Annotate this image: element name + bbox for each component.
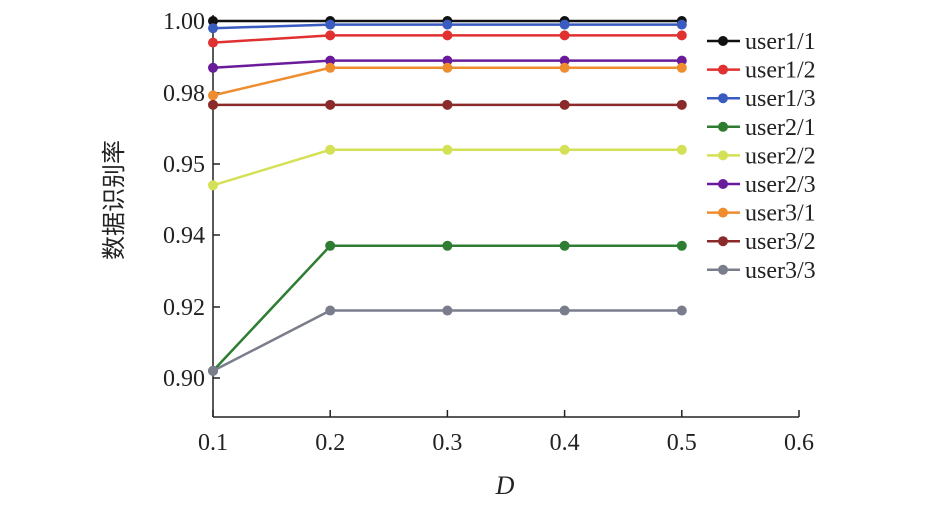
data-point xyxy=(559,99,570,110)
data-point xyxy=(559,19,570,30)
legend-swatch-marker xyxy=(718,36,728,46)
legend-swatch-marker xyxy=(718,207,728,218)
legend-label: user1/2 xyxy=(745,58,816,84)
legend-label: user2/2 xyxy=(745,143,816,169)
legend-swatch-marker xyxy=(718,64,728,75)
series-user2-2 xyxy=(208,144,687,191)
x-tick-label: 0.6 xyxy=(784,430,814,456)
data-point xyxy=(442,144,453,155)
data-point xyxy=(442,240,453,251)
x-tick-label: 0.1 xyxy=(198,430,228,456)
legend-label: user2/3 xyxy=(745,172,816,198)
series-user3-2 xyxy=(208,99,687,110)
data-point xyxy=(442,62,453,73)
data-point xyxy=(442,305,453,316)
data-point xyxy=(208,90,218,101)
legend-swatch-marker xyxy=(718,150,728,161)
series-user3-3 xyxy=(208,305,687,376)
data-point xyxy=(325,55,336,66)
y-tick-label: 0.95 xyxy=(163,152,205,178)
data-point xyxy=(325,62,336,73)
data-point xyxy=(208,37,218,48)
series-user1-3 xyxy=(208,19,687,34)
data-point xyxy=(208,16,218,26)
legend-swatch-marker xyxy=(718,93,728,104)
y-tick-label: 1.00 xyxy=(163,9,205,35)
legend-label: user2/1 xyxy=(745,115,816,141)
data-point xyxy=(442,99,453,110)
y-axis-title: 数据识别率 xyxy=(100,140,128,260)
x-axis-title: D xyxy=(495,471,515,500)
data-point xyxy=(676,30,687,41)
data-point xyxy=(208,180,218,191)
data-point xyxy=(559,240,570,251)
data-point xyxy=(676,144,687,155)
data-point xyxy=(676,62,687,73)
y-tick-label: 0.90 xyxy=(163,366,205,392)
series-line xyxy=(212,309,682,373)
data-point xyxy=(559,55,570,66)
data-point xyxy=(325,99,336,110)
data-point xyxy=(325,144,336,155)
data-point xyxy=(442,30,453,41)
legend-label: user3/2 xyxy=(745,229,816,255)
series-line xyxy=(212,148,682,187)
y-tick-label: 0.94 xyxy=(163,223,205,249)
legend-swatch-marker xyxy=(718,121,728,132)
series-user2-3 xyxy=(208,55,687,73)
y-tick-label: 0.98 xyxy=(163,81,205,107)
legend-label: user3/1 xyxy=(745,201,816,227)
x-tick-label: 0.5 xyxy=(667,430,697,456)
legend-swatch-marker xyxy=(718,264,728,275)
series-user1-2 xyxy=(208,30,687,48)
legend-label: user3/3 xyxy=(745,258,816,284)
data-point xyxy=(325,30,336,41)
data-point xyxy=(208,99,218,110)
y-tick-label: 0.92 xyxy=(163,295,205,321)
data-point xyxy=(676,305,687,316)
legend-swatch-marker xyxy=(718,236,728,247)
data-point xyxy=(559,144,570,155)
x-tick-label: 0.3 xyxy=(432,430,462,456)
legend-label: user1/1 xyxy=(745,29,816,55)
data-point xyxy=(676,55,687,66)
data-point xyxy=(325,240,336,251)
data-point xyxy=(676,240,687,251)
series-layer xyxy=(208,16,687,376)
data-point xyxy=(559,62,570,73)
data-point xyxy=(442,19,453,30)
legend-label: user1/3 xyxy=(745,86,816,112)
legend-swatch-marker xyxy=(718,179,728,189)
x-ticks: 0.1 0.2 0.3 0.4 0.5 0.6 xyxy=(198,410,814,456)
data-point xyxy=(325,305,336,316)
data-point xyxy=(676,19,687,30)
data-point xyxy=(559,305,570,316)
data-point xyxy=(559,30,570,41)
data-point xyxy=(208,365,218,376)
data-point xyxy=(208,23,218,34)
data-point xyxy=(442,55,453,66)
x-tick-label: 0.4 xyxy=(550,430,580,456)
x-tick-label: 0.2 xyxy=(315,430,345,456)
axes xyxy=(212,15,799,418)
data-point xyxy=(208,62,218,73)
series-user3-1 xyxy=(208,62,687,101)
data-point xyxy=(325,19,336,30)
data-point xyxy=(676,99,687,110)
